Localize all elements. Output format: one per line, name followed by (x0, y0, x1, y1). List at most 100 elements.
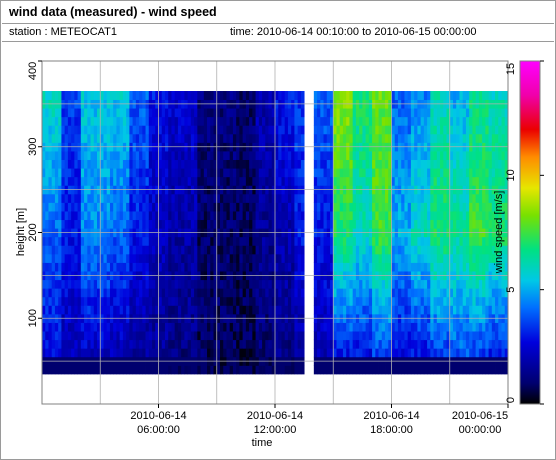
heatmap-cell (404, 365, 409, 375)
heatmap-cell (397, 279, 402, 289)
heatmap-cell (359, 296, 363, 306)
heatmap-cell (93, 331, 98, 341)
heatmap-cell (174, 322, 179, 332)
heatmap-cell (252, 91, 256, 100)
heatmap-cell (51, 296, 56, 306)
heatmap-cell (268, 236, 273, 246)
heatmap-cell (462, 245, 467, 255)
heatmap-cell (116, 116, 121, 126)
heatmap-cell (359, 339, 363, 349)
heatmap-cell (139, 151, 143, 161)
heatmap-cell (281, 262, 286, 272)
heatmap-cell (155, 202, 159, 212)
heatmap-cell (323, 125, 328, 135)
heatmap-cell (488, 125, 493, 135)
heatmap-cell (287, 108, 292, 118)
heatmap-cell (410, 262, 415, 272)
heatmap-cell (203, 159, 208, 169)
heatmap-cell (67, 253, 72, 263)
heatmap-cell (284, 262, 289, 272)
heatmap-cell (103, 245, 108, 255)
heatmap-cell (287, 159, 292, 169)
heatmap-cell (391, 219, 396, 229)
heatmap-cell (97, 202, 101, 212)
heatmap-cell (294, 219, 299, 229)
heatmap-cell (135, 296, 140, 306)
heatmap-cell (171, 176, 176, 186)
heatmap-cell (171, 305, 176, 315)
heatmap-cell (297, 211, 302, 221)
heatmap-cell (436, 253, 441, 263)
heatmap-cell (42, 279, 46, 289)
heatmap-cell (236, 296, 240, 306)
heatmap-cell (401, 322, 405, 332)
heatmap-cell (232, 133, 237, 143)
heatmap-cell (482, 348, 486, 358)
heatmap-cell (194, 211, 198, 221)
heatmap-cell (378, 211, 383, 221)
heatmap-cell (119, 91, 124, 100)
heatmap-cell (164, 151, 169, 161)
heatmap-cell (74, 331, 78, 341)
heatmap-cell (93, 116, 98, 126)
heatmap-cell (449, 151, 454, 161)
heatmap-cell (407, 288, 412, 298)
heatmap-cell (155, 236, 159, 246)
heatmap-cell (142, 116, 146, 126)
heatmap-cell (139, 296, 143, 306)
heatmap-cell (355, 279, 360, 289)
heatmap-cell (87, 91, 91, 100)
heatmap-cell (132, 159, 137, 169)
heatmap-cell (58, 253, 62, 263)
heatmap-cell (61, 116, 66, 126)
heatmap-cell (174, 168, 179, 178)
heatmap-cell (51, 219, 56, 229)
heatmap-cell (152, 176, 156, 186)
heatmap-cell (129, 339, 134, 349)
heatmap-cell (252, 151, 256, 161)
heatmap-cell (452, 253, 457, 263)
heatmap-cell (465, 236, 470, 246)
heatmap-cell (423, 331, 428, 341)
heatmap-cell (365, 262, 370, 272)
heatmap-cell (339, 331, 344, 341)
heatmap-cell (443, 91, 447, 100)
heatmap-cell (313, 236, 318, 246)
heatmap-cell (194, 365, 198, 375)
heatmap-cell (77, 296, 82, 306)
heatmap-cell (475, 91, 480, 100)
heatmap-cell (330, 322, 334, 332)
heatmap-cell (440, 219, 444, 229)
heatmap-cell (48, 348, 53, 358)
heatmap-cell (184, 202, 189, 212)
heatmap-cell (397, 348, 402, 358)
heatmap-cell (372, 202, 376, 212)
heatmap-cell (478, 236, 483, 246)
heatmap-cell (459, 108, 464, 118)
heatmap-cell (459, 322, 464, 332)
heatmap-cell (275, 305, 279, 315)
heatmap-cell (271, 168, 276, 178)
heatmap-cell (291, 125, 295, 135)
heatmap-cell (87, 159, 91, 169)
heatmap-cell (410, 211, 415, 221)
heatmap-cell (236, 159, 240, 169)
heatmap-cell (478, 253, 483, 263)
heatmap-cell (232, 151, 237, 161)
heatmap-cell (126, 116, 130, 126)
heatmap-cell (427, 365, 431, 375)
heatmap-cell (291, 151, 295, 161)
heatmap-cell (475, 116, 480, 126)
heatmap-cell (394, 322, 399, 332)
heatmap-cell (495, 151, 499, 161)
heatmap-cell (501, 253, 506, 263)
heatmap-cell (336, 151, 341, 161)
heatmap-cell (501, 331, 506, 341)
heatmap-cell (275, 279, 279, 289)
heatmap-cell (236, 108, 240, 118)
heatmap-cell (385, 211, 389, 221)
heatmap-cell (190, 322, 195, 332)
heatmap-cell (142, 288, 146, 298)
heatmap-cell (181, 331, 185, 341)
heatmap-cell (219, 151, 224, 161)
